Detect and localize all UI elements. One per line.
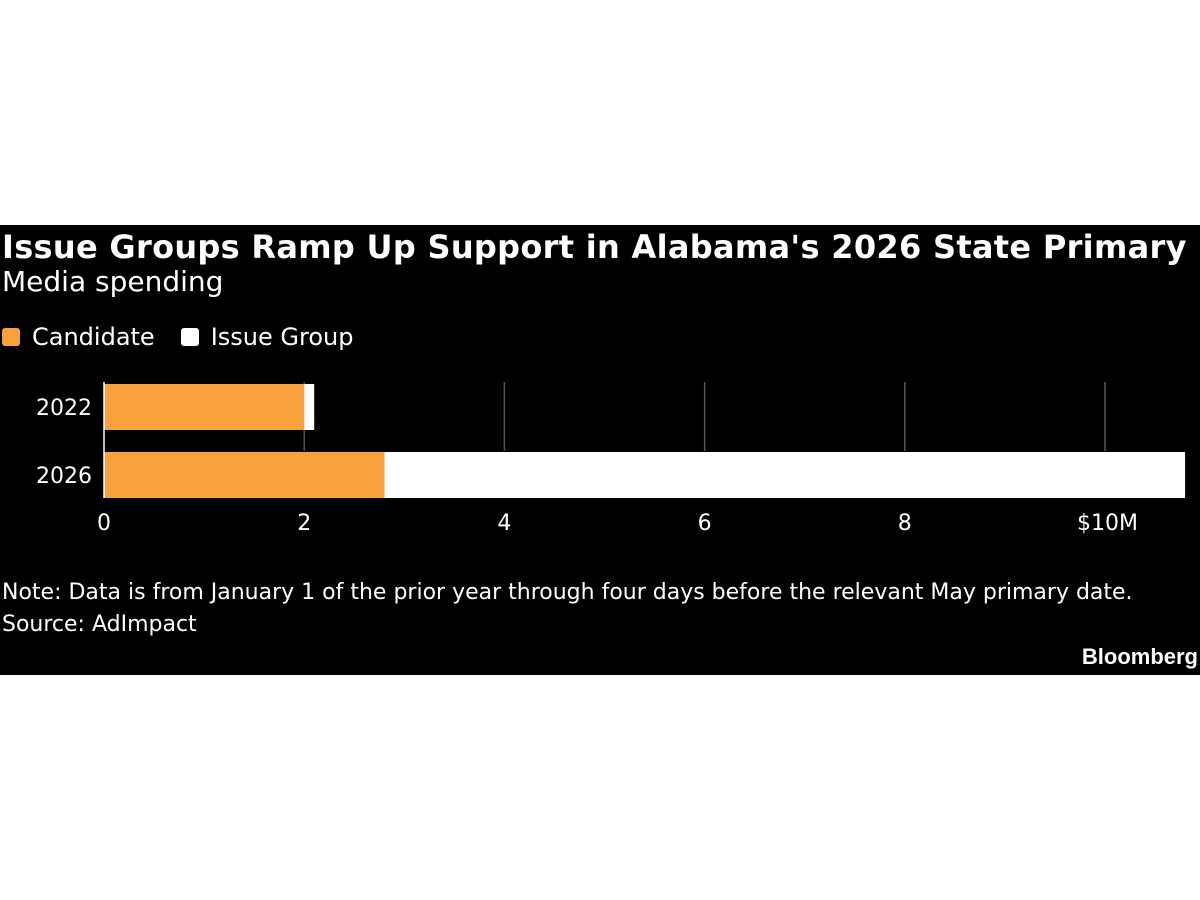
- chart-note: Note: Data is from January 1 of the prio…: [2, 580, 1133, 605]
- chart-card: Issue Groups Ramp Up Support in Alabama'…: [0, 225, 1200, 675]
- chart-title: Issue Groups Ramp Up Support in Alabama'…: [2, 228, 1187, 266]
- bar-2026-candidate: [104, 452, 385, 498]
- legend: Candidate Issue Group: [2, 323, 379, 351]
- bar-2026-issue-group: [384, 452, 1186, 498]
- x-tick-label-4: 4: [497, 511, 511, 536]
- x-tick-label-10M: $10M: [1077, 511, 1138, 536]
- legend-label-candidate: Candidate: [32, 323, 155, 351]
- bar-2022-issue-group: [304, 384, 315, 430]
- legend-item-issue-group: Issue Group: [180, 323, 354, 351]
- chart-source: Source: AdImpact: [2, 612, 197, 637]
- legend-swatch-issue-group: [180, 328, 199, 346]
- legend-label-issue-group: Issue Group: [210, 323, 354, 351]
- legend-swatch-candidate: [2, 328, 20, 346]
- x-tick-label-2: 2: [297, 511, 311, 536]
- x-tick-label-0: 0: [97, 511, 111, 536]
- chart-subtitle: Media spending: [2, 265, 224, 298]
- category-label-2026: 2026: [36, 464, 92, 489]
- x-tick-label-6: 6: [698, 511, 712, 536]
- bloomberg-logo: Bloomberg: [1081, 644, 1198, 669]
- legend-item-candidate: Candidate: [2, 323, 155, 351]
- category-label-2022: 2022: [36, 396, 92, 421]
- x-tick-label-8: 8: [898, 511, 912, 536]
- bar-2022-candidate: [104, 384, 305, 430]
